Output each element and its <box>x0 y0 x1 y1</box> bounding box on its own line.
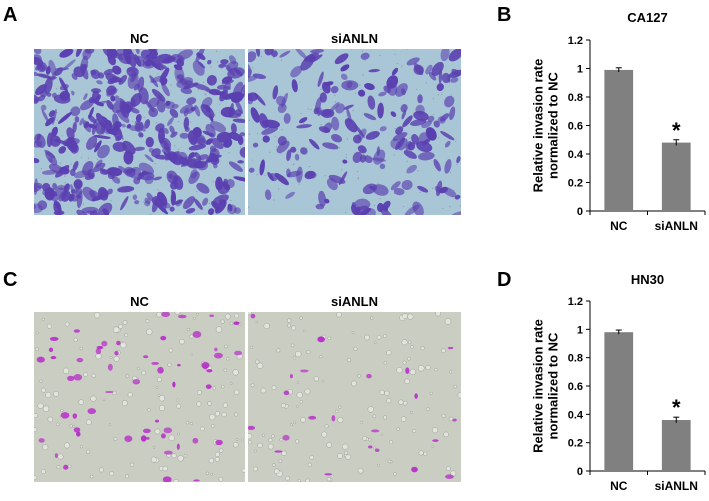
panel-letter-a: A <box>3 4 18 26</box>
x-tick-label: siANLN <box>655 479 698 493</box>
significance-asterisk: * <box>672 395 681 420</box>
stained-cells <box>34 49 245 215</box>
micrograph-siANLN-ca127 <box>248 49 461 215</box>
y-tick-label: 0.8 <box>568 92 583 104</box>
y-tick-label: 0.2 <box>568 178 583 190</box>
image-label-siANLN-c: siANLN <box>331 294 378 309</box>
image-label-nc-a: NC <box>130 31 149 46</box>
micrograph-nc-hn30 <box>34 312 245 482</box>
y-axis-label: Relative invasion ratenormalized to NC <box>530 319 560 453</box>
photo-background <box>34 312 245 482</box>
y-tick-label: 0.6 <box>568 121 583 133</box>
y-tick-label: 0 <box>577 206 583 218</box>
y-tick-label: 0.6 <box>568 381 583 393</box>
bar-chart-ca127: CA127 Relative invasion ratenormalized to… <box>500 0 709 250</box>
micrograph-siANLN-hn30 <box>248 312 461 482</box>
x-tick-label: NC <box>610 219 628 233</box>
y-tick-label: 0.8 <box>568 353 583 365</box>
bar-sianln <box>661 420 691 471</box>
panel-letter-b: B <box>497 4 512 26</box>
bar-chart-hn30: HN30 Relative invasion ratenormalized to … <box>500 262 709 501</box>
chart-title: CA127 <box>627 10 667 25</box>
y-tick-label: 1 <box>577 324 583 336</box>
y-tick-label: 0 <box>577 466 583 478</box>
y-tick-label: 1.2 <box>568 35 583 47</box>
bar-nc <box>604 69 634 211</box>
bar-sianln <box>661 142 691 211</box>
significance-asterisk: * <box>672 118 681 143</box>
x-tick-label: siANLN <box>655 219 698 233</box>
y-tick-label: 1.2 <box>568 296 583 308</box>
stained-cells <box>248 49 461 215</box>
chart-title: HN30 <box>631 272 664 287</box>
panel-letter-c: C <box>3 269 18 291</box>
y-tick-label: 0.4 <box>568 409 584 421</box>
bar-nc <box>604 332 634 471</box>
image-label-nc-c: NC <box>130 294 149 309</box>
y-tick-label: 0.4 <box>568 149 584 161</box>
stained-cells <box>248 312 461 482</box>
photo-background <box>248 312 461 482</box>
x-tick-label: NC <box>610 479 628 493</box>
micrograph-nc-ca127 <box>34 49 245 215</box>
y-tick-label: 1 <box>577 64 583 76</box>
stained-cells <box>34 312 245 482</box>
panel-letter-d: D <box>497 269 512 291</box>
y-axis-label: Relative invasion ratenormalized to NC <box>530 59 560 193</box>
image-label-siANLN-a: siANLN <box>331 31 378 46</box>
y-tick-label: 0.2 <box>568 438 583 450</box>
